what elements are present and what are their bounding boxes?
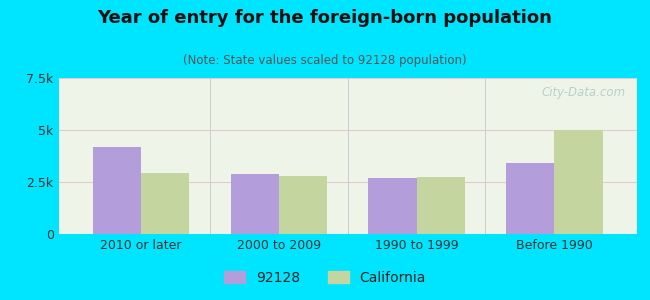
Bar bbox=[93, 147, 141, 234]
Bar bbox=[231, 174, 279, 234]
Text: Year of entry for the foreign-born population: Year of entry for the foreign-born popul… bbox=[98, 9, 552, 27]
Bar bbox=[369, 178, 417, 234]
Text: (Note: State values scaled to 92128 population): (Note: State values scaled to 92128 popu… bbox=[183, 54, 467, 67]
Legend: 92128, California: 92128, California bbox=[218, 265, 432, 290]
Bar bbox=[141, 172, 189, 234]
Text: City-Data.com: City-Data.com bbox=[541, 86, 625, 99]
Bar bbox=[417, 177, 465, 234]
Bar bbox=[554, 130, 603, 234]
Bar bbox=[506, 163, 554, 234]
Bar bbox=[279, 176, 327, 234]
